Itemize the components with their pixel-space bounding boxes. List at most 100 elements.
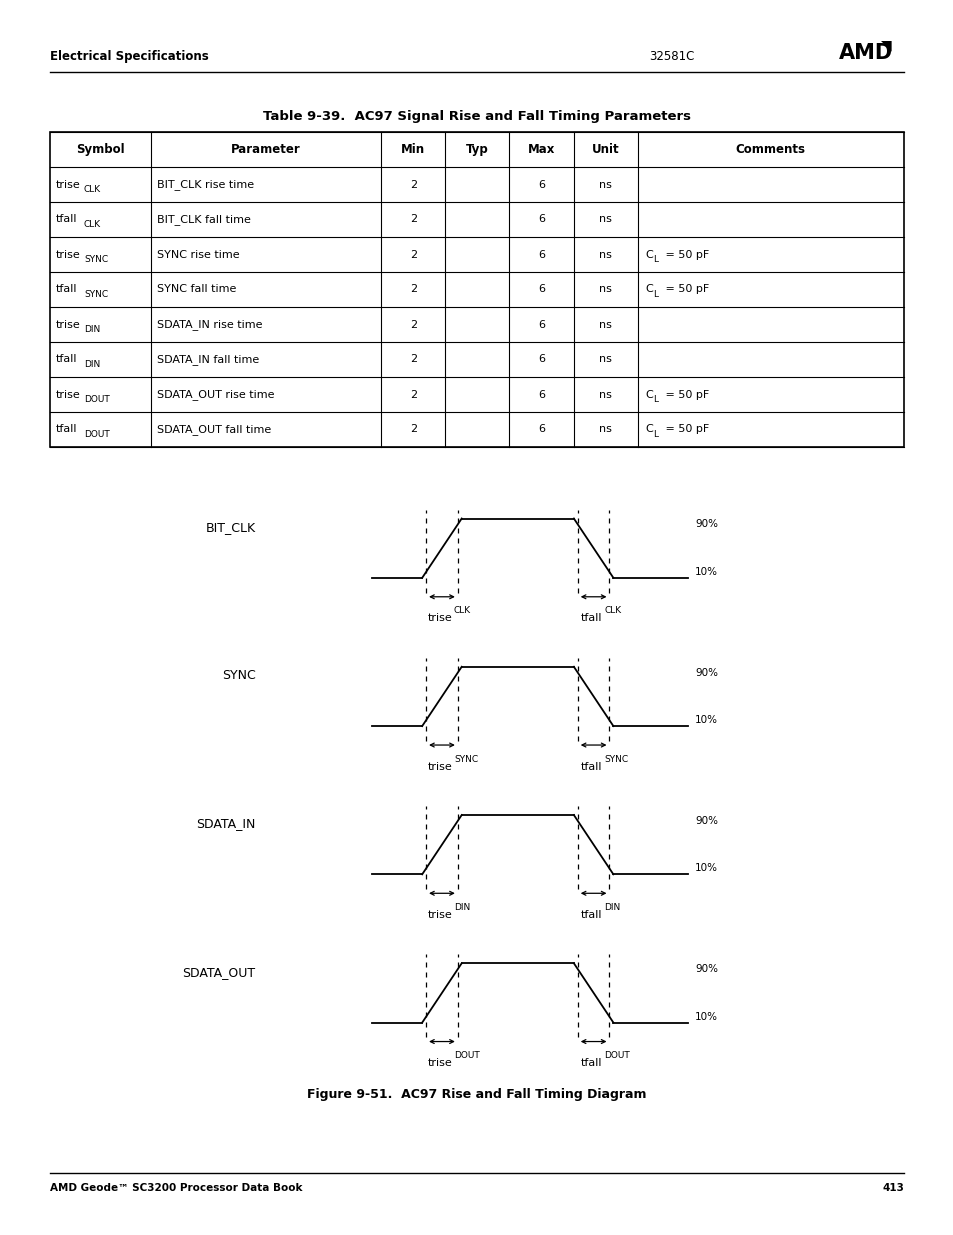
Text: = 50 pF: = 50 pF [660, 284, 708, 294]
Text: tfall: tfall [56, 425, 77, 435]
Text: 6: 6 [537, 389, 544, 399]
Text: ns: ns [598, 284, 611, 294]
Text: tfall: tfall [56, 284, 77, 294]
Text: L: L [653, 254, 658, 264]
Text: Parameter: Parameter [231, 143, 300, 156]
Text: 10%: 10% [695, 715, 718, 725]
Text: SYNC fall time: SYNC fall time [156, 284, 236, 294]
Text: trise: trise [427, 762, 452, 772]
Text: SYNC rise time: SYNC rise time [156, 249, 239, 259]
Text: tfall: tfall [56, 354, 77, 364]
Text: ns: ns [598, 320, 611, 330]
Text: trise: trise [427, 614, 452, 624]
Text: BIT_CLK rise time: BIT_CLK rise time [156, 179, 253, 190]
Text: 10%: 10% [695, 1011, 718, 1021]
Text: 2: 2 [410, 354, 416, 364]
Text: L: L [653, 430, 658, 438]
Text: L: L [653, 395, 658, 404]
Text: ns: ns [598, 425, 611, 435]
Text: 6: 6 [537, 179, 544, 189]
Text: 10%: 10% [695, 567, 718, 577]
Text: 6: 6 [537, 215, 544, 225]
Text: SDATA_OUT rise time: SDATA_OUT rise time [156, 389, 274, 400]
Text: CLK: CLK [84, 185, 101, 194]
Text: 10%: 10% [695, 863, 718, 873]
Text: = 50 pF: = 50 pF [660, 425, 708, 435]
Text: trise: trise [427, 910, 452, 920]
Text: AMD: AMD [838, 43, 892, 63]
Text: Table 9-39.  AC97 Signal Rise and Fall Timing Parameters: Table 9-39. AC97 Signal Rise and Fall Ti… [263, 110, 690, 124]
Text: Max: Max [527, 143, 555, 156]
Text: = 50 pF: = 50 pF [660, 389, 708, 399]
Text: SYNC: SYNC [84, 290, 108, 299]
Text: 2: 2 [410, 425, 416, 435]
Text: SDATA_IN rise time: SDATA_IN rise time [156, 319, 262, 330]
Text: L: L [653, 290, 658, 299]
Text: BIT_CLK: BIT_CLK [205, 521, 255, 534]
Text: C: C [645, 389, 653, 399]
Text: trise: trise [427, 1058, 452, 1068]
Text: SYNC: SYNC [454, 755, 477, 763]
Text: 2: 2 [410, 215, 416, 225]
Text: 6: 6 [537, 249, 544, 259]
Text: Min: Min [401, 143, 425, 156]
Text: SYNC: SYNC [604, 755, 628, 763]
Text: 32581C: 32581C [648, 49, 694, 63]
Text: 90%: 90% [695, 668, 718, 678]
Text: SDATA_IN: SDATA_IN [196, 818, 255, 830]
Text: ns: ns [598, 249, 611, 259]
Text: Comments: Comments [735, 143, 805, 156]
Text: DOUT: DOUT [84, 430, 110, 438]
Text: SDATA_IN fall time: SDATA_IN fall time [156, 354, 259, 366]
Text: AMD Geode™ SC3200 Processor Data Book: AMD Geode™ SC3200 Processor Data Book [50, 1183, 302, 1193]
Text: tfall: tfall [56, 215, 77, 225]
Text: Typ: Typ [466, 143, 488, 156]
Text: DIN: DIN [454, 903, 470, 911]
Text: tfall: tfall [580, 910, 601, 920]
Text: C: C [645, 425, 653, 435]
Text: 2: 2 [410, 249, 416, 259]
Text: DOUT: DOUT [604, 1051, 630, 1060]
Text: Symbol: Symbol [76, 143, 125, 156]
Text: tfall: tfall [580, 614, 601, 624]
Text: DIN: DIN [84, 359, 100, 369]
Text: tfall: tfall [580, 1058, 601, 1068]
Bar [50, 132, 903, 447]
Text: SYNC: SYNC [222, 669, 255, 682]
Text: DOUT: DOUT [454, 1051, 479, 1060]
Text: 90%: 90% [695, 965, 718, 974]
Text: = 50 pF: = 50 pF [660, 249, 708, 259]
Text: 2: 2 [410, 179, 416, 189]
Text: ns: ns [598, 215, 611, 225]
Text: C: C [645, 284, 653, 294]
Text: Electrical Specifications: Electrical Specifications [50, 49, 209, 63]
Text: 90%: 90% [695, 520, 718, 530]
Text: ns: ns [598, 354, 611, 364]
Text: CLK: CLK [84, 220, 101, 228]
Text: trise: trise [56, 320, 81, 330]
Text: 6: 6 [537, 425, 544, 435]
Text: SDATA_OUT: SDATA_OUT [182, 966, 255, 978]
Text: DIN: DIN [84, 325, 100, 333]
Text: 90%: 90% [695, 816, 718, 826]
Text: 2: 2 [410, 389, 416, 399]
Text: ◥: ◥ [880, 38, 891, 52]
Text: C: C [645, 249, 653, 259]
Text: Unit: Unit [591, 143, 618, 156]
Text: 2: 2 [410, 284, 416, 294]
Text: 6: 6 [537, 284, 544, 294]
Text: 413: 413 [882, 1183, 903, 1193]
Text: DOUT: DOUT [84, 395, 110, 404]
Text: 2: 2 [410, 320, 416, 330]
Text: 6: 6 [537, 354, 544, 364]
Text: trise: trise [56, 179, 81, 189]
Text: BIT_CLK fall time: BIT_CLK fall time [156, 214, 251, 225]
Text: DIN: DIN [604, 903, 620, 911]
Text: SDATA_OUT fall time: SDATA_OUT fall time [156, 424, 271, 435]
Text: CLK: CLK [604, 606, 621, 615]
Text: trise: trise [56, 389, 81, 399]
Text: ns: ns [598, 179, 611, 189]
Text: trise: trise [56, 249, 81, 259]
Text: 6: 6 [537, 320, 544, 330]
Text: tfall: tfall [580, 762, 601, 772]
